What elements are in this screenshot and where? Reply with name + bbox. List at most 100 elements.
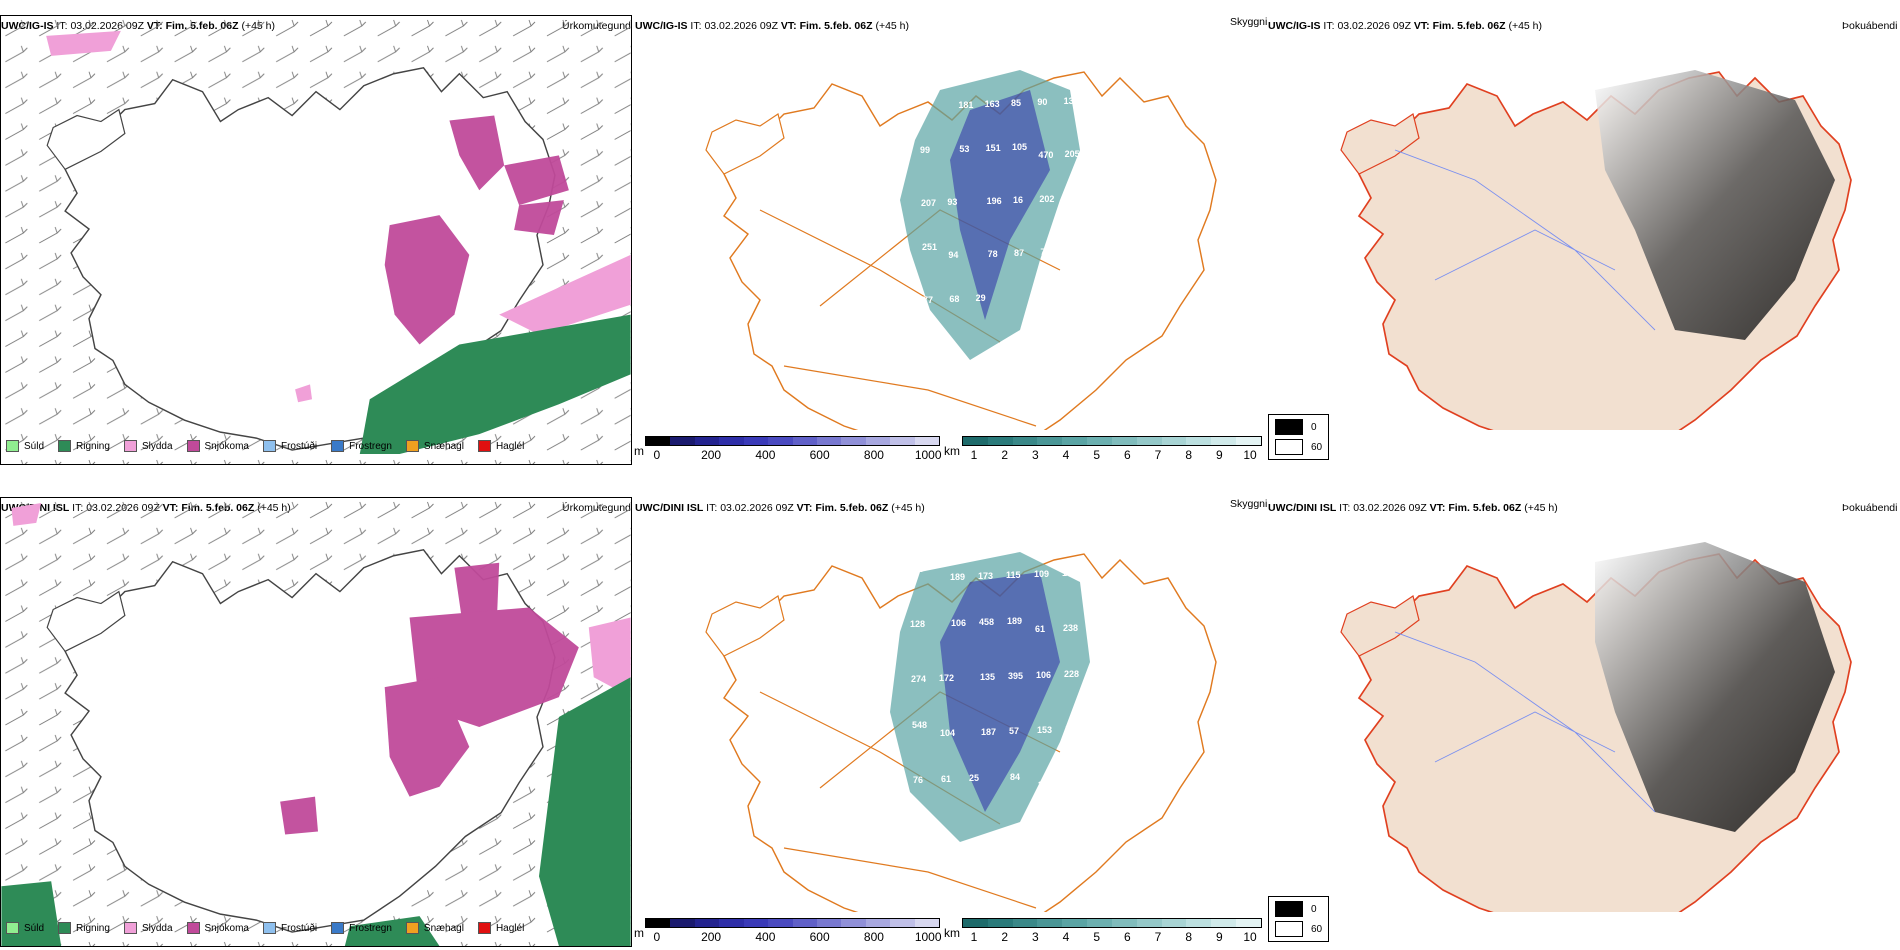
visibility-value-label: 196 <box>987 196 1002 206</box>
legend-item: Rigning <box>58 922 110 934</box>
visibility-value-label: 189 <box>950 572 965 582</box>
row1-m-unit: m <box>634 444 644 458</box>
visibility-value-label: 251 <box>922 242 937 252</box>
m-colorbar-ticks: 0 200 400 600 800 1000 <box>645 446 942 462</box>
visibility-value-label: 172 <box>939 673 954 683</box>
row2-precip-map <box>0 497 632 947</box>
legend-swatch <box>186 922 200 934</box>
visibility-value-label: 458 <box>979 617 994 627</box>
visibility-value-label: 129 <box>909 564 924 574</box>
km-colorbar-boxes <box>962 918 1262 928</box>
visibility-value-label: 73 <box>1040 247 1050 257</box>
legend-item: Snæhagl <box>405 922 464 934</box>
colorbar-swatch <box>1236 437 1261 445</box>
colorbar-tick-label: 400 <box>755 930 776 944</box>
visibility-value-label: 181 <box>958 100 973 110</box>
visibility-value-label: 53 <box>959 144 969 154</box>
visibility-value-label: 166 <box>1062 568 1077 578</box>
row2-km-unit: km <box>944 926 960 940</box>
fog-legend-swatch <box>1275 901 1303 917</box>
km-colorbar-ticks: 1 2 3 4 5 6 7 8 9 10 <box>962 928 1262 944</box>
vis-label-layer: 129 189 173 115 109 166 128 106 458 189 61 238 274 17… <box>909 564 1080 790</box>
legend-swatch <box>58 440 72 452</box>
colorbar-tick-label: 0 <box>653 448 661 462</box>
row2-fog-map <box>1340 542 1852 912</box>
legend-item: Snæhagl <box>405 440 464 452</box>
colorbar-tick-label: 10 <box>1243 930 1257 944</box>
row2-vis-name: Skyggni <box>1230 498 1268 510</box>
colorbar-swatch <box>719 437 744 445</box>
visibility-value-label: 87 <box>1014 248 1024 258</box>
colorbar-swatch <box>1111 437 1137 445</box>
colorbar-swatch <box>1186 919 1212 927</box>
colorbar-swatch <box>670 437 695 445</box>
colorbar-tick-label: 5 <box>1093 448 1100 462</box>
legend-swatch <box>262 922 276 934</box>
visibility-value-label: 78 <box>988 249 998 259</box>
colorbar-tick-label: 4 <box>1062 930 1070 944</box>
colorbar-swatch <box>963 919 988 927</box>
rain-areas <box>359 314 631 455</box>
colorbar-tick-label: 1000 <box>914 448 942 462</box>
visibility-value-label: 173 <box>978 571 993 581</box>
visibility-value-label: 163 <box>985 99 1000 109</box>
colorbar-swatch <box>963 437 988 445</box>
m-colorbar-boxes <box>645 918 940 928</box>
legend-item: Frostúði <box>262 440 317 452</box>
visibility-value-label: 135 <box>980 672 995 682</box>
colorbar-swatch <box>1087 437 1112 445</box>
colorbar-swatch <box>1012 437 1038 445</box>
fog-dark-area <box>1595 70 1835 340</box>
legend-item: Súld <box>6 922 44 934</box>
colorbar-tick-label: 9 <box>1215 930 1223 944</box>
legend-swatch <box>6 440 19 452</box>
visibility-value-label: 106 <box>1036 670 1051 680</box>
row1-precip-legend: Súld Rigning Slydda Snjókoma Frostúði Fr… <box>6 440 538 452</box>
visibility-value-label: 136 <box>1064 96 1079 106</box>
colorbar-swatch <box>987 437 1013 445</box>
legend-item: Slydda <box>123 440 173 452</box>
visibility-value-label: 77 <box>923 295 933 305</box>
colorbar-swatch <box>646 919 671 927</box>
legend-swatch <box>477 440 491 452</box>
visibility-value-label: 105 <box>1012 142 1027 152</box>
row2-fog-legend: 0 60 <box>1268 896 1330 942</box>
visibility-value-label: 395 <box>1008 671 1023 681</box>
colorbar-tick-label: 6 <box>1123 930 1131 944</box>
legend-swatch <box>186 440 200 452</box>
visibility-value-label: 76 <box>913 775 923 785</box>
colorbar-tick-label: 6 <box>1123 448 1131 462</box>
visibility-value-label: 238 <box>1063 623 1078 633</box>
row1-vis-name: Skyggni <box>1230 16 1268 28</box>
visibility-value-label: 109 <box>1034 569 1049 579</box>
legend-swatch <box>6 922 19 934</box>
colorbar-swatch <box>1161 437 1187 445</box>
colorbar-swatch <box>1236 919 1261 927</box>
colorbar-tick-label: 10 <box>1243 448 1257 462</box>
visibility-value-label: 61 <box>1035 624 1045 634</box>
colorbar-swatch <box>1087 919 1112 927</box>
colorbar-swatch <box>1062 437 1088 445</box>
colorbar-swatch <box>1136 919 1162 927</box>
colorbar-swatch <box>890 437 915 445</box>
colorbar-tick-label: 1 <box>970 448 978 462</box>
visibility-value-label: 189 <box>1007 616 1022 626</box>
legend-swatch <box>58 922 72 934</box>
colorbar-swatch <box>816 919 842 927</box>
legend-swatch <box>477 922 491 934</box>
legend-item: Frostregn <box>331 440 392 452</box>
legend-item: Súld <box>6 440 44 452</box>
colorbar-tick-label: 5 <box>1093 930 1100 944</box>
colorbar-swatch <box>646 437 671 445</box>
colorbar-swatch <box>768 919 793 927</box>
vis-blue-area <box>940 572 1060 812</box>
legend-item: Rigning <box>58 440 110 452</box>
legend-swatch <box>331 440 345 452</box>
colorbar-swatch <box>792 437 817 445</box>
colorbar-swatch <box>792 919 817 927</box>
colorbar-tick-label: 600 <box>809 930 830 944</box>
row1-vis-title: UWC/IG-IS IT: 03.02.2026 09Z VT: Fim. 5.… <box>635 20 910 32</box>
visibility-value-label: 99 <box>920 145 930 155</box>
colorbar-swatch <box>1062 919 1088 927</box>
visibility-value-label: 75 <box>1066 193 1076 203</box>
